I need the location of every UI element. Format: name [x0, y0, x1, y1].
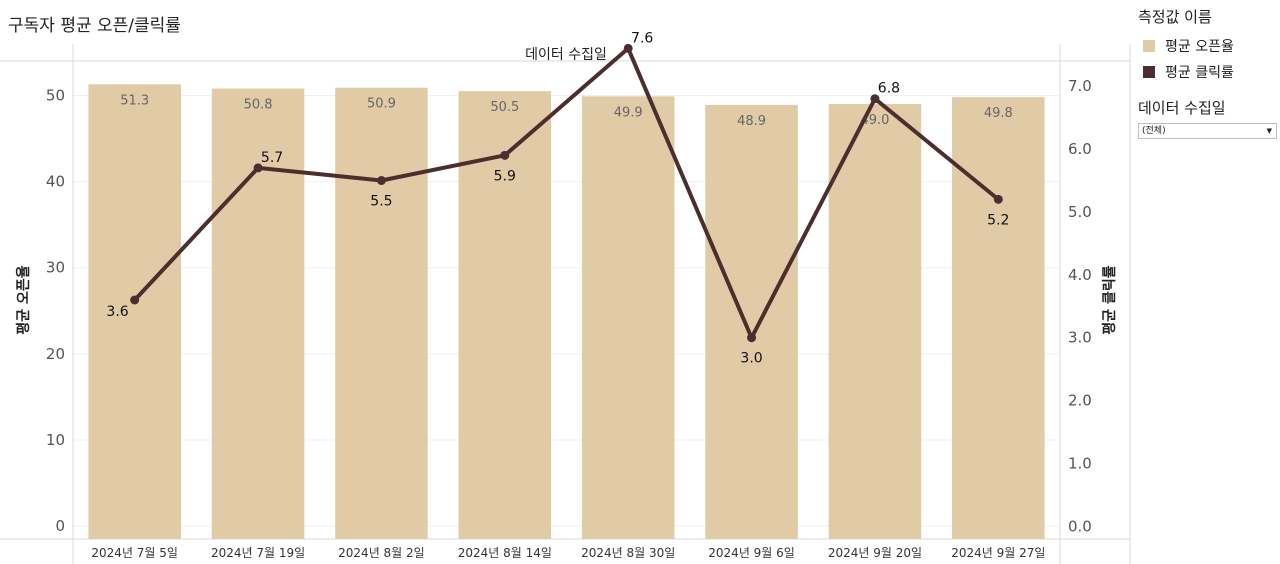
left-tick-label-4: 40 [46, 173, 65, 191]
left-axis-ticks: 0 10 20 30 40 50 [46, 86, 65, 535]
click-rate-value-label-4: 7.6 [631, 30, 653, 46]
left-tick-label-1: 10 [46, 431, 65, 449]
open-rate-value-label-7: 49.8 [984, 106, 1013, 121]
right-tick-label-4: 4.0 [1068, 266, 1092, 284]
x-axis-label-5: 2024년 9월 6일 [708, 546, 795, 560]
click-rate-labels: 3.6 5.7 5.5 5.9 7.6 3.0 6.8 5.2 [106, 30, 1009, 366]
legend-item-click-rate[interactable]: 평균 클릭률 [1138, 59, 1278, 85]
open-rate-bar-0 [88, 84, 181, 539]
x-axis-label-2: 2024년 8월 2일 [338, 546, 425, 560]
right-tick-label-5: 5.0 [1068, 203, 1092, 221]
open-rate-bar-2 [335, 87, 428, 539]
click-rate-polyline [132, 46, 1001, 340]
column-header: 데이터 수집일 [525, 47, 607, 63]
x-axis-label-6: 2024년 9월 20일 [828, 546, 922, 560]
x-axis-label-7: 2024년 9월 27일 [951, 546, 1045, 560]
right-tick-label-0: 0.0 [1068, 517, 1092, 535]
date-filter-dropdown[interactable]: (전체) ▼ [1138, 123, 1277, 139]
x-axis-label-0: 2024년 7월 5일 [91, 546, 178, 560]
legend-label-click-rate: 평균 클릭률 [1165, 65, 1234, 81]
open-rate-value-label-3: 50.5 [490, 100, 519, 115]
left-tick-label-5: 50 [46, 86, 65, 104]
click-rate-points [130, 43, 1003, 343]
combo-chart: 데이터 수집일 평균 오픈율 평균 클릭률 0 10 20 30 40 50 0.0 1.0… [0, 30, 1131, 564]
click-rate-value-label-7: 5.2 [987, 212, 1009, 228]
open-rate-bar-4 [581, 96, 675, 540]
right-tick-label-7: 7.0 [1068, 77, 1092, 95]
left-tick-label-2: 20 [46, 345, 65, 363]
open-rate-value-label-4: 49.9 [614, 105, 643, 120]
click-rate-line [132, 46, 1001, 340]
click-rate-point-5 [747, 333, 757, 343]
click-rate-value-label-6: 6.8 [878, 81, 900, 97]
click-rate-point-0 [130, 295, 140, 305]
open-rate-value-label-0: 51.3 [120, 93, 149, 108]
date-filter-value: (전체) [1142, 126, 1166, 136]
x-axis-labels: 2024년 7월 5일 2024년 7월 19일 2024년 8월 2일 2024년 … [91, 546, 1045, 560]
click-rate-value-label-1: 5.7 [261, 150, 283, 166]
open-rate-bar-7 [952, 97, 1045, 539]
legend-swatch-click-rate [1143, 66, 1155, 78]
left-axis-title: 평균 오픈율 [15, 265, 32, 334]
right-axis-title: 평균 클릭률 [1101, 265, 1118, 334]
right-axis-ticks: 0.0 1.0 2.0 3.0 4.0 5.0 6.0 7.0 [1068, 77, 1092, 535]
open-rate-value-label-5: 48.9 [737, 114, 766, 129]
click-rate-value-label-2: 5.5 [370, 194, 392, 210]
x-axis-label-4: 2024년 8월 30일 [581, 546, 675, 560]
left-tick-label-3: 30 [46, 259, 65, 277]
open-rate-bar-3 [458, 91, 552, 540]
open-rate-bar-1 [211, 88, 305, 539]
chart-title: 구독자 평균 오픈/클릭률 [8, 16, 181, 36]
click-rate-point-6 [870, 94, 880, 104]
legend-label-open-rate: 평균 오픈율 [1165, 39, 1234, 55]
open-rate-bar-5 [705, 104, 798, 540]
click-rate-value-label-3: 5.9 [494, 168, 516, 184]
click-rate-value-label-0: 3.6 [106, 304, 128, 320]
legend-item-open-rate[interactable]: 평균 오픈율 [1138, 33, 1278, 59]
legend-title: 측정값 이름 [1138, 8, 1212, 26]
open-rate-bar-6 [828, 104, 922, 540]
legend-panel: 측정값 이름 평균 오픈율 평균 클릭률 데이터 수집일 (전체) ▼ [1138, 6, 1278, 139]
filter-title: 데이터 수집일 [1138, 99, 1226, 117]
right-tick-label-6: 6.0 [1068, 140, 1092, 158]
legend-swatch-open-rate [1143, 40, 1155, 52]
click-rate-point-2 [376, 176, 386, 185]
click-rate-point-3 [500, 150, 510, 160]
click-rate-value-label-5: 3.0 [740, 351, 762, 367]
x-axis-label-1: 2024년 7월 19일 [211, 546, 305, 560]
right-tick-label-2: 2.0 [1068, 392, 1092, 410]
open-rate-value-label-1: 50.8 [244, 98, 273, 113]
click-rate-point-7 [993, 194, 1003, 204]
x-axis-label-3: 2024년 8월 14일 [458, 546, 552, 560]
open-rate-value-label-2: 50.9 [367, 97, 396, 112]
chevron-down-icon[interactable]: ▼ [1266, 127, 1272, 135]
right-tick-label-3: 3.0 [1068, 329, 1092, 347]
open-rate-bars [88, 84, 1045, 540]
left-tick-label-0: 0 [55, 517, 65, 535]
chart-frame [0, 44, 1131, 564]
right-tick-label-1: 1.0 [1068, 455, 1092, 473]
click-rate-point-4 [623, 43, 633, 53]
click-rate-point-1 [253, 163, 263, 173]
